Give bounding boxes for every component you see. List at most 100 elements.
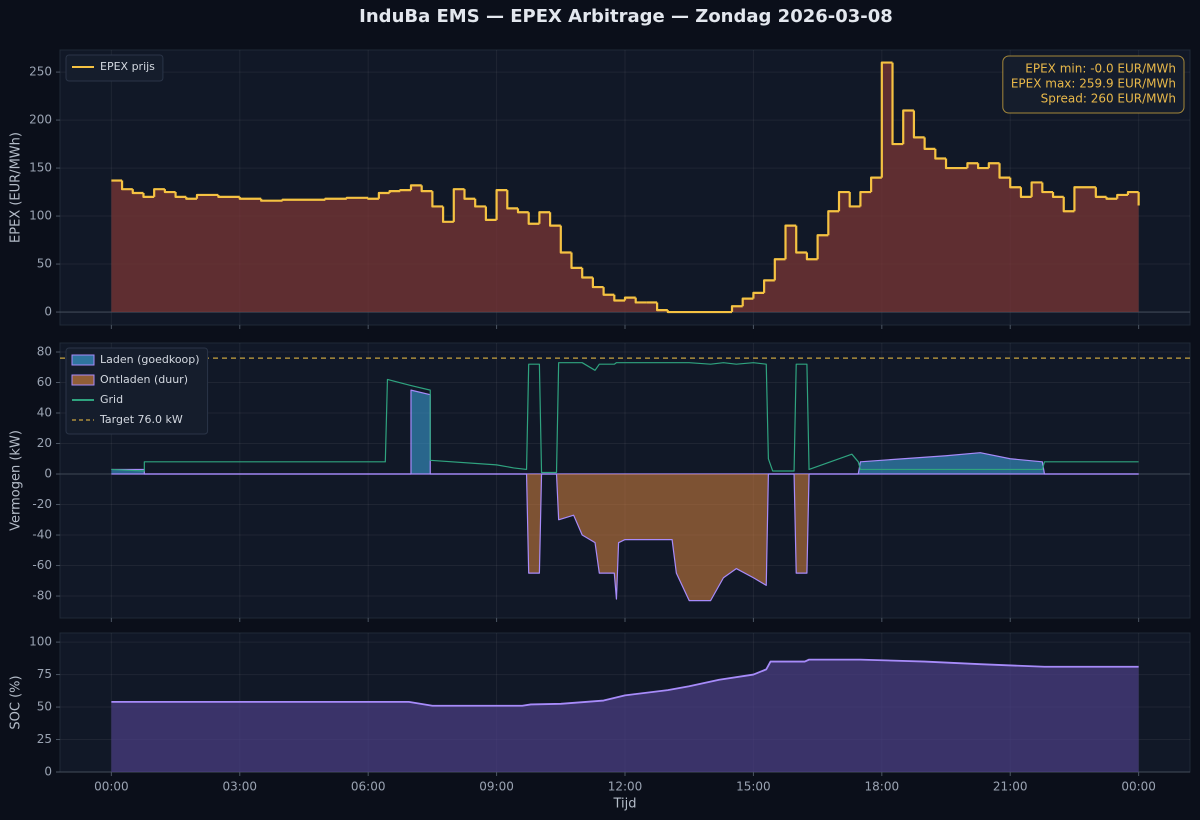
stats-line: EPEX min: -0.0 EUR/MWh <box>1025 62 1176 76</box>
x-tick-label: 09:00 <box>479 780 514 794</box>
step-segment <box>377 191 390 199</box>
y-tick-label: 25 <box>37 732 52 746</box>
step-segment <box>923 137 936 150</box>
legend: Laden (goedkoop) Ontladen (duur) Grid Targe… <box>65 347 209 435</box>
y-tick-label: 75 <box>37 667 52 681</box>
series-line <box>111 362 1139 474</box>
x-tick-label: 06:00 <box>351 780 386 794</box>
step-segment <box>1062 196 1075 213</box>
step-segment <box>998 163 1011 179</box>
y-tick-label: 0 <box>44 467 52 481</box>
legend-box <box>65 54 164 82</box>
step-segment <box>763 279 775 293</box>
y-tick-label: 0 <box>44 305 52 319</box>
step-segment <box>1041 182 1054 194</box>
area-fill <box>111 659 1139 772</box>
step-segment <box>131 189 144 195</box>
series-line <box>111 473 1139 602</box>
step-segment <box>1105 196 1118 200</box>
step-segment <box>185 196 197 200</box>
step-segment <box>195 193 219 199</box>
step-segment <box>495 189 508 220</box>
y-axis-label: EPEX (EUR/MWh) <box>9 132 24 243</box>
y-tick-label: 20 <box>37 436 52 450</box>
step-segment <box>174 192 187 198</box>
stats-box-frame <box>1002 55 1185 114</box>
legend-label: Ontladen (duur) <box>100 373 188 386</box>
step-segment <box>880 61 893 178</box>
legend: EPEX prijs <box>65 54 164 82</box>
step-segment <box>260 198 283 202</box>
step-segment <box>816 234 829 260</box>
y-axis-label: Vermogen (kW) <box>9 430 24 531</box>
x-tick-label: 15:00 <box>736 780 771 794</box>
step-segment <box>634 297 647 304</box>
legend-label: Grid <box>100 393 123 406</box>
y-tick-label: -80 <box>32 589 52 603</box>
step-segment <box>431 191 444 208</box>
step-segment <box>581 267 593 279</box>
step-segment <box>805 252 818 261</box>
step-segment <box>463 189 476 200</box>
step-segment <box>977 163 989 170</box>
step-segment <box>538 211 551 224</box>
step-segment <box>602 287 615 296</box>
step-segment <box>1116 193 1128 199</box>
y-axis-label: SOC (%) <box>9 675 24 729</box>
step-segment <box>1126 190 1139 195</box>
step-segment <box>848 192 861 208</box>
step-segment <box>420 185 433 193</box>
y-tick-label: 60 <box>37 375 52 389</box>
step-segment <box>870 176 882 193</box>
step-segment <box>1073 186 1096 212</box>
step-segment <box>324 197 347 200</box>
y-tick-label: 0 <box>44 765 52 779</box>
x-tick-label: 00:00 <box>1121 780 1156 794</box>
step-segment <box>730 305 743 313</box>
step-segment <box>217 194 240 198</box>
step-segment <box>238 196 262 200</box>
y-tick-label: 80 <box>37 344 52 358</box>
step-segment <box>120 180 133 191</box>
step-segment <box>570 252 583 269</box>
step-segment <box>559 225 572 254</box>
step-segment <box>859 190 872 207</box>
step-segment <box>367 197 379 200</box>
step-segment <box>784 224 797 260</box>
y-tick-label: 50 <box>37 700 52 714</box>
step-segment <box>591 277 604 289</box>
step-segment <box>452 188 465 222</box>
step-segment <box>441 206 454 223</box>
area-fill <box>111 474 1139 601</box>
step-segment <box>153 188 165 197</box>
y-tick-label: 40 <box>37 406 52 420</box>
y-tick-label: 100 <box>29 209 52 223</box>
stats-line: Spread: 260 EUR/MWh <box>1041 92 1176 106</box>
legend-patch <box>71 374 95 386</box>
step-segment <box>506 190 518 210</box>
y-tick-label: 150 <box>29 161 52 175</box>
step-segment <box>548 212 561 227</box>
step-segment <box>516 208 529 214</box>
x-axis-label: Tijd <box>612 797 636 812</box>
step-segment <box>613 294 625 302</box>
step-segment <box>891 62 904 146</box>
step-segment <box>345 196 369 199</box>
y-tick-label: 100 <box>29 635 52 649</box>
x-tick-label: 03:00 <box>222 780 257 794</box>
y-tick-label: -60 <box>32 558 52 572</box>
y-tick-label: -40 <box>32 528 52 542</box>
step-segment <box>399 189 411 192</box>
step-segment <box>912 110 925 139</box>
x-tick-label: 18:00 <box>865 780 900 794</box>
step-segment <box>1019 187 1032 198</box>
x-tick-label: 00:00 <box>94 780 129 794</box>
step-segment <box>795 225 807 254</box>
y-tick-label: -20 <box>32 497 52 511</box>
step-segment <box>1051 192 1064 198</box>
step-segment <box>163 189 176 194</box>
series-line <box>111 658 1139 707</box>
step-segment <box>944 158 968 170</box>
x-tick-label: 21:00 <box>993 780 1028 794</box>
legend-label: Laden (goedkoop) <box>100 353 200 366</box>
